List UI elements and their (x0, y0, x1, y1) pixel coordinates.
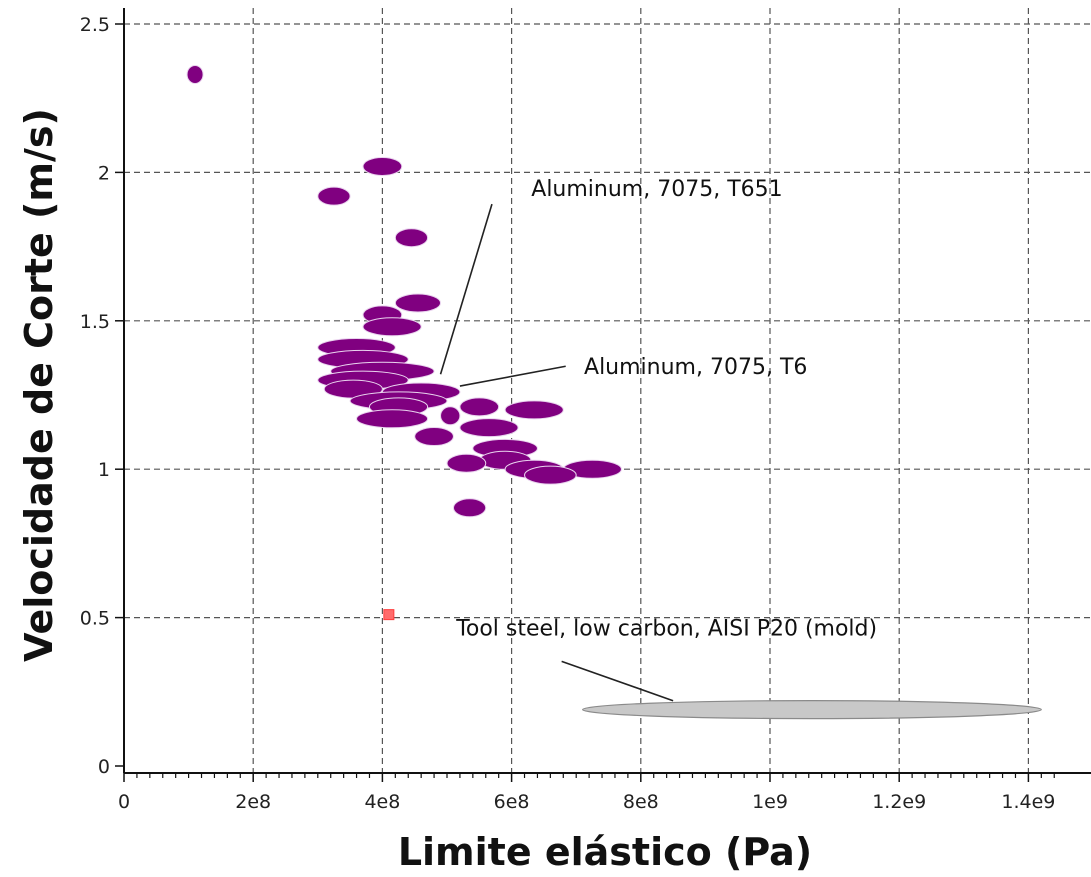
aluminum-material-bubble (452, 498, 487, 518)
annotation-label: Aluminum, 7075, T651 (531, 177, 782, 202)
annotation-leader-line (561, 660, 674, 702)
aluminum-material-bubble (459, 418, 519, 438)
x-tick-label: 2e8 (235, 791, 271, 813)
y-tick-label: 2 (98, 162, 110, 184)
y-tick-label: 1.5 (80, 311, 110, 333)
aluminum-material-bubble (394, 293, 442, 313)
x-tick-label: 1e9 (752, 791, 788, 813)
y-tick-label: 0.5 (80, 608, 110, 630)
aluminum-material-bubble (446, 453, 487, 473)
aluminum-material-bubble (362, 156, 403, 176)
aluminum-material-bubble (414, 427, 454, 447)
data-series (186, 64, 1042, 720)
annotation-leader-line (439, 203, 493, 375)
y-axis-title: Velocidade de Corte (m/s) (17, 108, 61, 662)
aluminum-material-bubble (524, 465, 577, 485)
aluminum-material-bubble (317, 186, 351, 206)
aluminum-material-bubble (362, 317, 422, 337)
x-tick-label: 1.4e9 (1001, 791, 1055, 813)
x-tick-label: 1.2e9 (872, 791, 926, 813)
y-tick-label: 2.5 (80, 14, 110, 36)
axes: 0 2e8 4e8 6e8 8e8 1e9 1.2e9 1.4e9 0 0.5 1 1.5 2 2.5 (80, 8, 1091, 813)
aluminum-material-bubble (356, 409, 429, 429)
gridlines (124, 8, 1091, 773)
point-marker (383, 609, 395, 621)
annotation-label: Aluminum, 7075, T6 (584, 355, 807, 380)
x-tick-label: 8e8 (623, 791, 659, 813)
x-tick-label: 4e8 (364, 791, 400, 813)
annotations: Aluminum, 7075, T651 Aluminum, 7075, T6 To… (439, 177, 877, 702)
annotation-leader-line (459, 365, 566, 387)
aluminum-material-bubble (504, 400, 564, 420)
x-tick-label: 0 (118, 791, 130, 813)
aluminum-material-bubble (459, 397, 500, 417)
y-tick-label: 1 (98, 459, 110, 481)
tool-steel-bubble (582, 700, 1042, 720)
aluminum-material-bubble (186, 64, 204, 84)
aluminum-material-bubble (394, 228, 429, 248)
x-tick-label: 6e8 (494, 791, 530, 813)
y-tick-label: 0 (98, 756, 110, 778)
aluminum-material-bubble (440, 406, 461, 426)
annotation-label: Tool steel, low carbon, AISI P20 (mold) (455, 616, 877, 641)
x-axis-title: Limite elástico (Pa) (398, 830, 812, 874)
